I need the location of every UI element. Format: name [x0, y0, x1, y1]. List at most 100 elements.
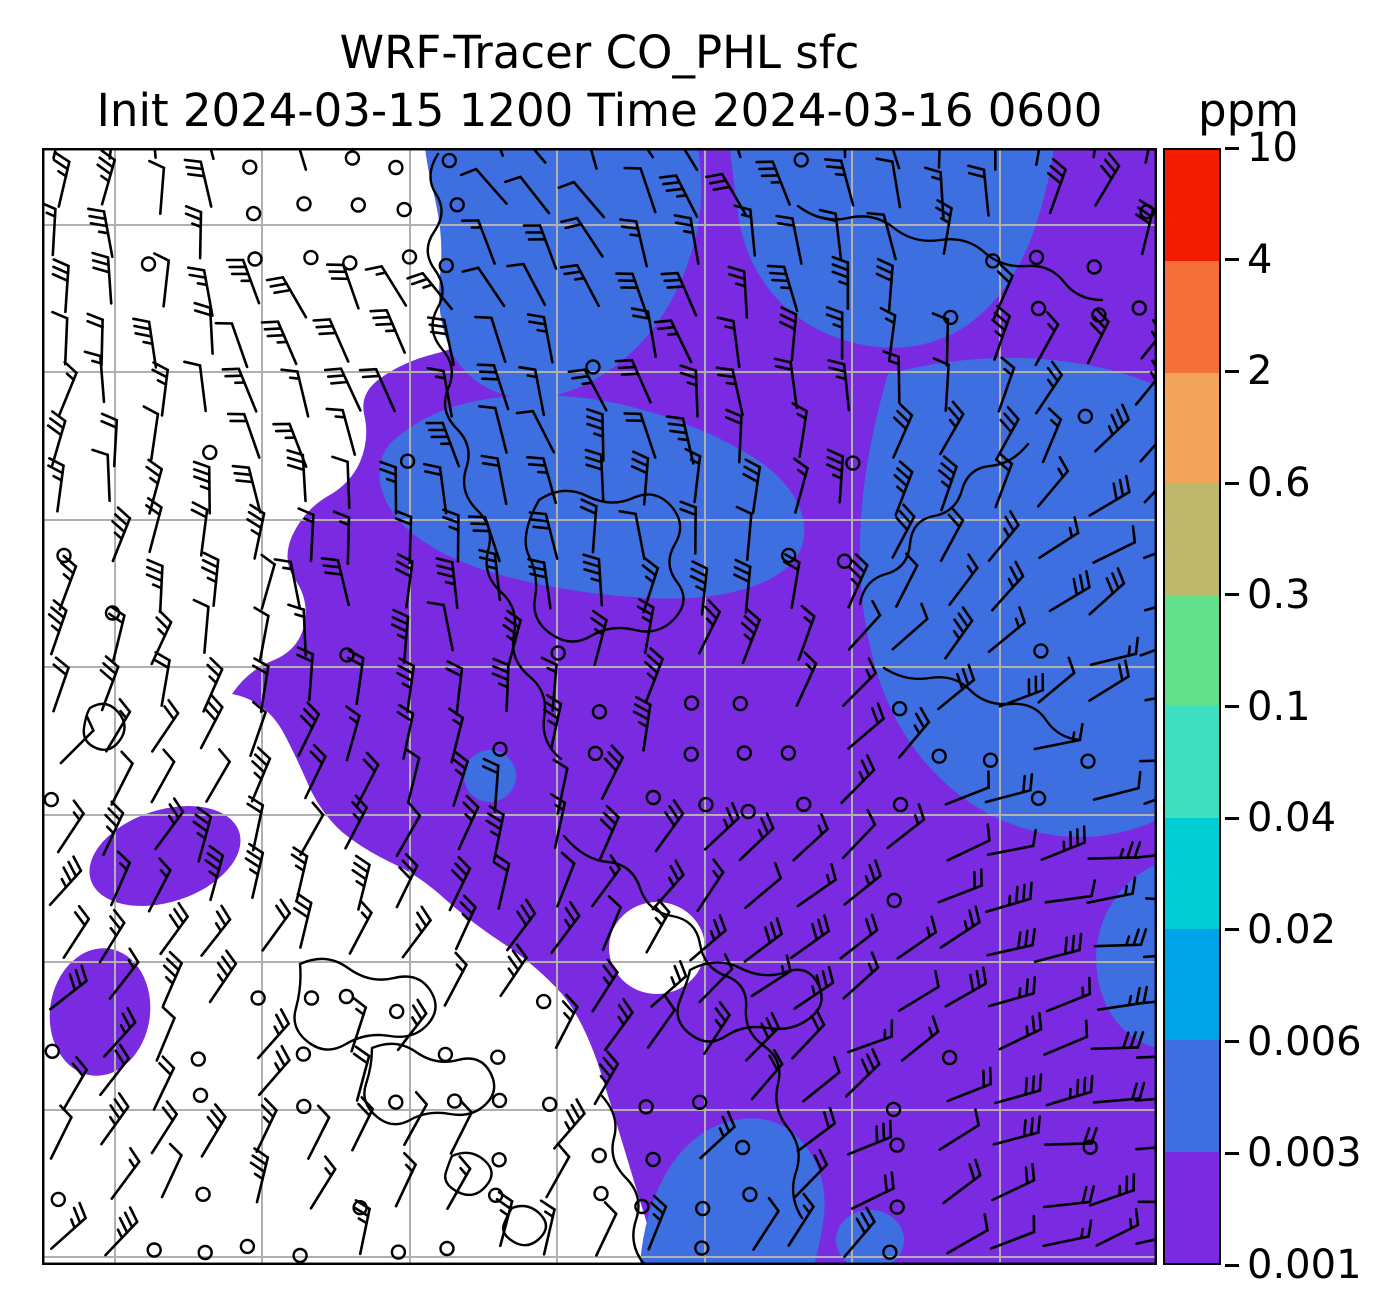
wind-barb: [62, 904, 91, 960]
wind-barb: [1038, 515, 1080, 560]
wind-barb: [744, 861, 783, 910]
wind-barb: [795, 651, 818, 707]
wind-barb: [796, 862, 837, 908]
colorbar-tick-label: 0.02: [1247, 906, 1337, 953]
calm-wind-circle: [401, 249, 418, 265]
wind-barb: [846, 1119, 893, 1156]
wind-barb: [994, 452, 1014, 509]
coastline: [524, 489, 685, 643]
wind-barb: [150, 1100, 178, 1155]
calm-wind-circle: [389, 1003, 405, 1020]
wind-barb: [789, 914, 831, 960]
wind-barb: [148, 159, 166, 215]
wind-barb: [1139, 759, 1157, 763]
wind-barb: [526, 313, 554, 364]
wind-barb: [992, 1115, 1042, 1146]
calm-wind-circle: [941, 1049, 958, 1066]
wind-barb: [1041, 407, 1063, 464]
calm-wind-circle: [683, 695, 700, 711]
wind-barb: [522, 224, 558, 270]
calm-wind-circle: [694, 1240, 710, 1256]
calm-wind-circle: [886, 892, 902, 909]
wind-barb: [557, 180, 606, 219]
wind-barb: [600, 744, 625, 800]
contour-region-mid: [859, 357, 1157, 837]
colorbar-tick-mark: [1225, 146, 1239, 150]
calm-wind-circle: [793, 152, 809, 168]
wind-barb: [591, 854, 622, 908]
wind-barb: [323, 367, 362, 412]
colorbar-tick-mark: [1225, 1151, 1239, 1155]
wind-barb: [299, 801, 325, 857]
wind-barb: [251, 657, 270, 714]
calm-wind-circle: [982, 752, 999, 768]
wind-barb: [446, 1155, 472, 1210]
wind-barb: [1096, 985, 1149, 1012]
wind-barb: [83, 350, 106, 404]
wind-barb: [673, 214, 700, 265]
wind-barb: [542, 693, 563, 751]
calm-wind-circle: [396, 201, 412, 218]
wind-barb: [280, 368, 310, 418]
wind-barb: [787, 1192, 815, 1247]
wind-barb: [293, 892, 313, 949]
wind-barb: [944, 606, 974, 660]
wind-barb: [932, 357, 950, 413]
wind-barb: [593, 1050, 620, 1106]
wind-barb: [793, 1148, 829, 1199]
wind-barb: [1036, 455, 1070, 508]
contour-region-low: [89, 806, 241, 906]
wind-barb: [601, 895, 623, 952]
wind-barb: [150, 748, 176, 804]
wind-barb: [260, 320, 298, 366]
wind-barb: [480, 454, 508, 506]
wind-barb: [1088, 567, 1126, 616]
wind-barb: [307, 1104, 331, 1160]
wind-barb: [1094, 403, 1130, 453]
wind-barb: [989, 1214, 1036, 1250]
wind-barb: [461, 266, 506, 308]
wind-barb: [531, 148, 547, 164]
wind-barb: [738, 812, 775, 862]
wind-barb: [226, 412, 261, 459]
calm-wind-circle: [197, 1244, 213, 1261]
wind-barb: [948, 553, 979, 606]
wind-barb: [518, 365, 546, 417]
wind-barb: [404, 747, 421, 805]
wind-barb: [485, 804, 505, 862]
wind-barb: [724, 408, 743, 464]
calm-wind-circle: [1086, 259, 1102, 275]
calm-wind-circle: [295, 1046, 312, 1062]
wind-barb: [944, 770, 991, 806]
wind-barb: [1143, 487, 1157, 504]
colorbar-segment-0.003-0.006: [1165, 1040, 1219, 1152]
calm-wind-circle: [1082, 1139, 1098, 1155]
calm-wind-circle: [56, 547, 72, 564]
wind-barb: [1037, 656, 1076, 704]
coastline: [676, 961, 823, 1043]
wind-barb: [50, 1201, 87, 1250]
wind-barb: [57, 360, 78, 417]
wind-barb: [1042, 1219, 1093, 1248]
wind-barb: [797, 604, 816, 662]
wind-barb: [991, 304, 1012, 361]
wind-barb: [1093, 928, 1148, 948]
wind-barb: [445, 660, 464, 716]
wind-barb: [147, 857, 172, 913]
wind-barb: [160, 1142, 183, 1199]
wind-barb: [875, 157, 902, 209]
wind-barb: [49, 964, 88, 1011]
wind-barb: [467, 515, 501, 563]
wind-barb: [153, 252, 170, 308]
wind-barb: [841, 657, 878, 708]
colorbar-tick-mark: [1225, 369, 1239, 373]
calm-wind-circle: [195, 1186, 211, 1203]
calm-wind-circle: [634, 1198, 650, 1215]
calm-wind-circle: [399, 453, 416, 469]
wind-barb: [935, 199, 953, 255]
wind-barb: [827, 359, 851, 412]
wind-barb: [589, 148, 598, 170]
wind-barb: [257, 1044, 291, 1097]
colorbar-segment-0.02-0.04: [1165, 817, 1219, 930]
wind-barb: [1088, 474, 1131, 517]
